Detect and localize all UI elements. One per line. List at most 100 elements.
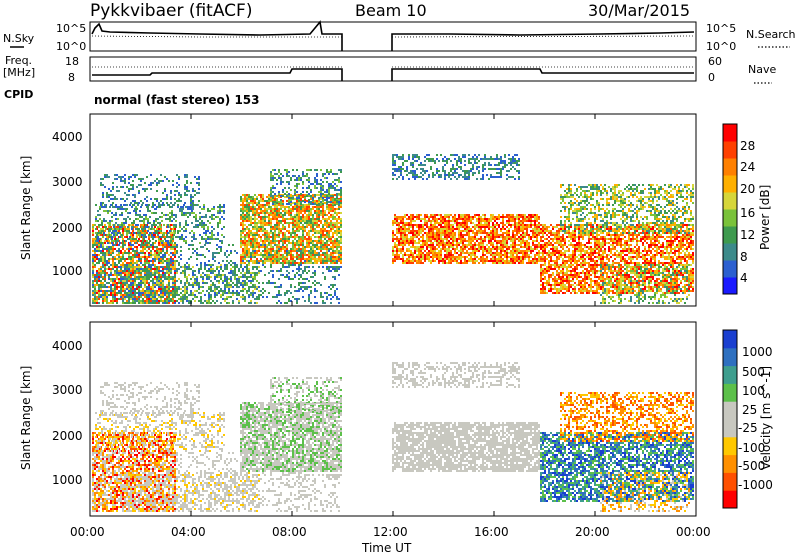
- power-cell: [202, 282, 204, 284]
- power-cell: [234, 250, 236, 252]
- power-cell: [310, 238, 312, 240]
- power-cell: [284, 260, 286, 262]
- power-cell: [306, 286, 308, 288]
- power-cell: [338, 201, 340, 203]
- power-cell: [322, 206, 324, 208]
- power-cell: [138, 288, 140, 290]
- power-cell: [108, 232, 110, 234]
- power-cell: [204, 268, 206, 270]
- power-cell: [119, 226, 121, 228]
- power-cell: [214, 288, 216, 290]
- power-cell: [276, 234, 278, 236]
- power-cell: [128, 298, 130, 300]
- power-cell: [314, 280, 316, 282]
- power-cell: [196, 204, 198, 206]
- power-cell: [338, 177, 340, 179]
- power-cell: [189, 212, 191, 214]
- power-cell: [252, 212, 254, 214]
- power-cell: [96, 272, 98, 274]
- power-cell: [142, 290, 144, 292]
- power-cell: [224, 284, 226, 286]
- power-cell: [94, 254, 96, 256]
- power-cell: [176, 268, 178, 270]
- power-cell: [334, 240, 336, 242]
- power-cell: [154, 252, 156, 254]
- power-cell: [148, 256, 150, 258]
- power-cell: [336, 228, 338, 230]
- power-cell: [302, 252, 304, 254]
- power-cell: [302, 244, 304, 246]
- power-cell: [144, 280, 146, 282]
- power-cell: [140, 262, 142, 264]
- power-cell: [171, 212, 173, 214]
- power-cell: [242, 252, 244, 254]
- power-cell: [188, 190, 190, 192]
- power-cell: [316, 252, 318, 254]
- power-cell: [203, 226, 205, 228]
- power-cell: [400, 166, 402, 168]
- power-cell: [334, 246, 336, 248]
- power-cell: [244, 300, 246, 302]
- power-cell: [159, 236, 161, 238]
- power-cell: [194, 176, 196, 178]
- power-cell: [396, 154, 398, 156]
- power-cell: [134, 268, 136, 270]
- power-cell: [326, 206, 328, 208]
- power-cell: [92, 240, 94, 242]
- power-cell: [280, 183, 282, 185]
- power-cell: [306, 218, 308, 220]
- power-cell: [240, 246, 242, 248]
- power-cell: [114, 282, 116, 284]
- power-cell: [212, 254, 214, 256]
- power-cell: [135, 214, 137, 216]
- power-cell: [314, 244, 316, 246]
- power-cell: [296, 290, 298, 292]
- power-cell: [296, 214, 298, 216]
- power-cell: [150, 246, 152, 248]
- power-cell: [150, 250, 152, 252]
- power-cell: [256, 296, 258, 298]
- power-cell: [314, 230, 316, 232]
- power-cell: [232, 272, 234, 274]
- power-cell: [113, 226, 115, 228]
- power-cell: [204, 256, 206, 258]
- power-cell: [212, 264, 214, 266]
- power-cell: [95, 240, 97, 242]
- power-cell: [179, 230, 181, 232]
- power-cell: [246, 208, 248, 210]
- power-cell: [250, 282, 252, 284]
- power-cell: [326, 246, 328, 248]
- power-cell: [270, 214, 272, 216]
- power-cell: [334, 256, 336, 258]
- power-cell: [124, 230, 126, 232]
- power-cell: [208, 278, 210, 280]
- power-cell: [160, 270, 162, 272]
- power-cell: [266, 208, 268, 210]
- power-cell: [132, 254, 134, 256]
- power-cell: [338, 179, 340, 181]
- power-cell: [334, 189, 336, 191]
- power-cell: [254, 262, 256, 264]
- power-cell: [109, 230, 111, 232]
- power-cell: [244, 216, 246, 218]
- power-cell: [276, 183, 278, 185]
- power-cell: [278, 216, 280, 218]
- power-cell: [328, 183, 330, 185]
- power-cell: [340, 181, 342, 183]
- power-cell: [126, 274, 128, 276]
- power-cell: [170, 272, 172, 274]
- power-cell: [312, 222, 314, 224]
- power-cell: [326, 230, 328, 232]
- power-cell: [320, 183, 322, 185]
- power-cell: [122, 298, 124, 300]
- power-cell: [114, 256, 116, 258]
- power-cell: [204, 294, 206, 296]
- power-cell: [244, 224, 246, 226]
- power-cell: [200, 302, 202, 304]
- power-cell: [332, 226, 334, 228]
- power-cell: [340, 236, 342, 238]
- power-cell: [209, 242, 211, 244]
- power-cell: [262, 194, 264, 196]
- power-cell: [108, 302, 110, 304]
- power-cell: [164, 294, 166, 296]
